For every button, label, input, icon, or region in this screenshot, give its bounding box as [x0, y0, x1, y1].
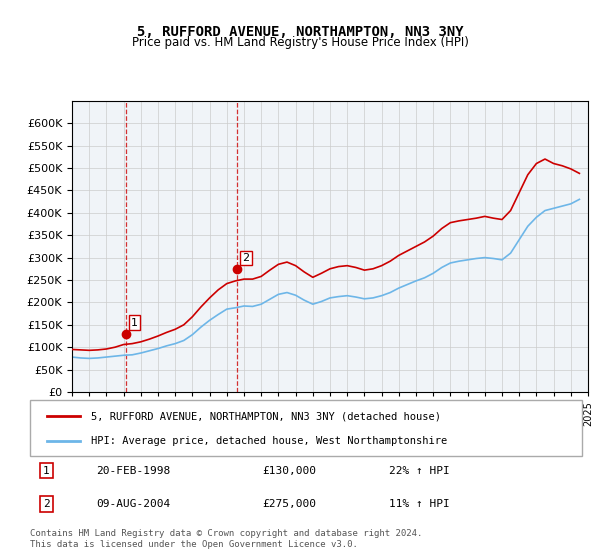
Text: Contains HM Land Registry data © Crown copyright and database right 2024.
This d: Contains HM Land Registry data © Crown c…: [30, 529, 422, 549]
Text: 09-AUG-2004: 09-AUG-2004: [96, 499, 170, 509]
Text: 5, RUFFORD AVENUE, NORTHAMPTON, NN3 3NY (detached house): 5, RUFFORD AVENUE, NORTHAMPTON, NN3 3NY …: [91, 411, 441, 421]
Text: 2: 2: [242, 253, 250, 263]
Text: Price paid vs. HM Land Registry's House Price Index (HPI): Price paid vs. HM Land Registry's House …: [131, 36, 469, 49]
Text: 2: 2: [43, 499, 50, 509]
FancyBboxPatch shape: [30, 400, 582, 456]
Text: £130,000: £130,000: [262, 465, 316, 475]
Text: £275,000: £275,000: [262, 499, 316, 509]
Text: 20-FEB-1998: 20-FEB-1998: [96, 465, 170, 475]
Text: HPI: Average price, detached house, West Northamptonshire: HPI: Average price, detached house, West…: [91, 436, 447, 446]
Text: 1: 1: [131, 318, 138, 328]
Text: 5, RUFFORD AVENUE, NORTHAMPTON, NN3 3NY: 5, RUFFORD AVENUE, NORTHAMPTON, NN3 3NY: [137, 25, 463, 39]
Text: 1: 1: [43, 465, 50, 475]
Text: 22% ↑ HPI: 22% ↑ HPI: [389, 465, 449, 475]
Text: 11% ↑ HPI: 11% ↑ HPI: [389, 499, 449, 509]
